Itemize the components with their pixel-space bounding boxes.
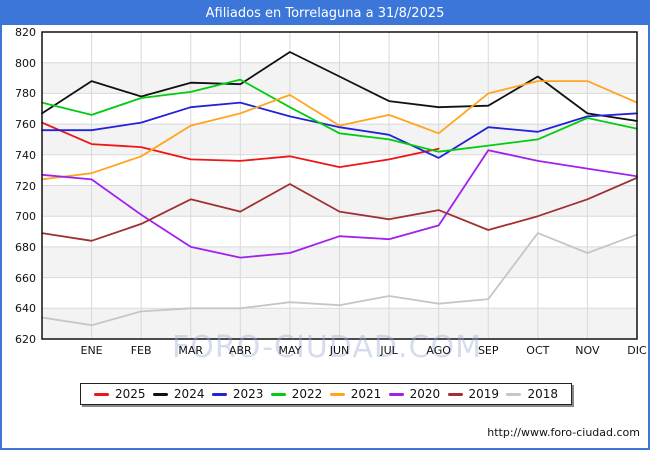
y-tick-680: 680 bbox=[15, 240, 36, 254]
legend-label-2020: 2020 bbox=[409, 387, 441, 401]
chart-legend: 2025 2024 2023 2022 2021 2020 2019 2018 bbox=[80, 383, 572, 405]
legend-item-2024: 2024 bbox=[152, 387, 205, 401]
x-tick-OCT: OCT bbox=[526, 344, 550, 357]
legend-swatch-2020 bbox=[388, 392, 404, 396]
legend-swatch-2023 bbox=[211, 392, 227, 396]
x-tick-NOV: NOV bbox=[575, 344, 600, 357]
x-tick-MAY: MAY bbox=[278, 344, 302, 357]
legend-swatch-2024 bbox=[152, 392, 168, 396]
legend-item-2022: 2022 bbox=[270, 387, 323, 401]
legend-item-2018: 2018 bbox=[506, 387, 558, 401]
series-line-2021 bbox=[41, 80, 638, 181]
watermark: FORO-CIUDAD.COM bbox=[172, 330, 482, 365]
legend-label-2018: 2018 bbox=[527, 387, 558, 401]
legend-item-2025: 2025 bbox=[94, 387, 146, 401]
legend-item-2019: 2019 bbox=[447, 387, 500, 401]
legend-label-2021: 2021 bbox=[350, 387, 382, 401]
series-line-2022 bbox=[41, 78, 638, 153]
x-tick-DIC: DIC bbox=[627, 344, 647, 357]
series-line-2020 bbox=[41, 149, 638, 259]
x-tick-FEB: FEB bbox=[130, 344, 152, 357]
footer-url[interactable]: http://www.foro-ciudad.com bbox=[487, 426, 640, 439]
legend-swatch-2018 bbox=[506, 392, 522, 396]
x-tick-SEP: SEP bbox=[477, 344, 499, 357]
y-tick-820: 820 bbox=[15, 26, 36, 39]
x-tick-ABR: ABR bbox=[228, 344, 252, 357]
x-tick-ENE: ENE bbox=[80, 344, 103, 357]
legend-item-2020: 2020 bbox=[388, 387, 441, 401]
y-tick-800: 800 bbox=[15, 56, 36, 70]
y-tick-740: 740 bbox=[15, 148, 36, 162]
x-tick-MAR: MAR bbox=[178, 344, 204, 357]
y-tick-620: 620 bbox=[15, 333, 36, 346]
x-tick-JUN: JUN bbox=[329, 344, 350, 357]
x-tick-AGO: AGO bbox=[426, 344, 451, 357]
y-tick-720: 720 bbox=[15, 179, 36, 193]
y-tick-640: 640 bbox=[15, 302, 36, 316]
legend-label-2022: 2022 bbox=[291, 387, 323, 401]
series-line-2023 bbox=[41, 101, 638, 159]
y-tick-760: 760 bbox=[15, 118, 36, 132]
series-line-2024 bbox=[41, 51, 638, 122]
series-line-2025 bbox=[41, 121, 440, 169]
y-tick-700: 700 bbox=[15, 210, 36, 224]
legend-swatch-2022 bbox=[270, 392, 286, 396]
legend-swatch-2025 bbox=[94, 392, 109, 396]
legend-swatch-2019 bbox=[447, 392, 463, 396]
y-tick-780: 780 bbox=[15, 87, 36, 101]
legend-label-2023: 2023 bbox=[232, 387, 264, 401]
series-line-2019 bbox=[41, 176, 638, 242]
legend-label-2024: 2024 bbox=[173, 387, 205, 401]
legend-swatch-2021 bbox=[329, 392, 345, 396]
plot-border bbox=[41, 31, 638, 340]
legend-item-2021: 2021 bbox=[329, 387, 382, 401]
x-tick-JUL: JUL bbox=[380, 344, 398, 357]
legend-label-2019: 2019 bbox=[468, 387, 500, 401]
chart-title: Afiliados en Torrelaguna a 31/8/2025 bbox=[2, 2, 648, 25]
legend-item-2023: 2023 bbox=[211, 387, 264, 401]
series-line-2018 bbox=[41, 232, 638, 327]
y-tick-660: 660 bbox=[15, 271, 36, 285]
legend-label-2025: 2025 bbox=[115, 387, 146, 401]
